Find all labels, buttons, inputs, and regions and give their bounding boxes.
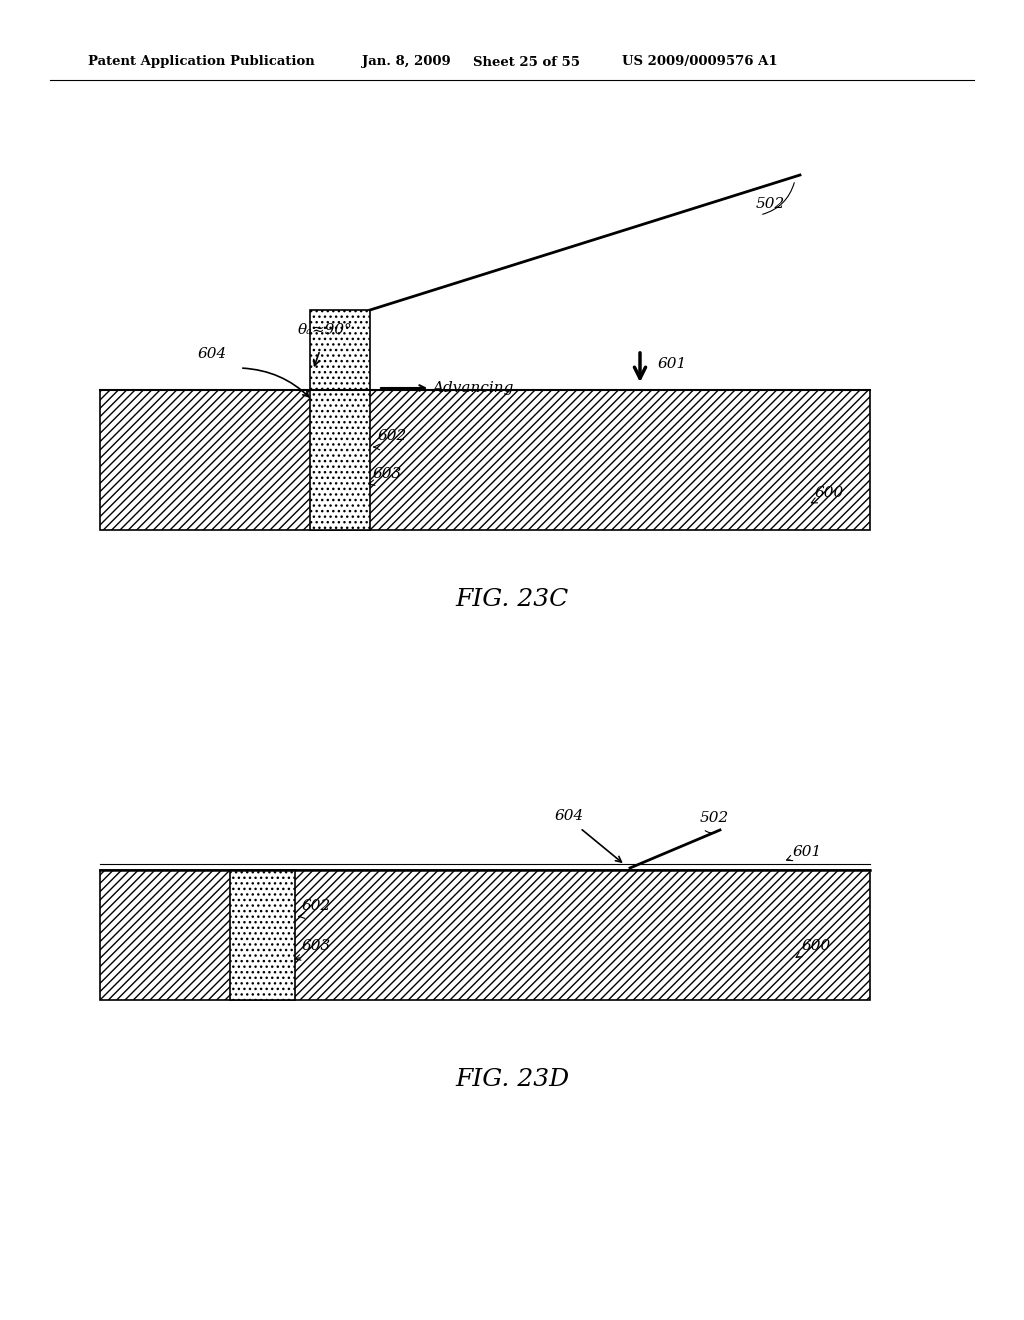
Text: FIG. 23C: FIG. 23C (456, 589, 568, 611)
Bar (310, 310, 370, 389)
Text: Advancing: Advancing (432, 381, 513, 395)
Text: US 2009/0009576 A1: US 2009/0009576 A1 (622, 55, 777, 69)
Bar (100, 389, 870, 531)
Text: 602: 602 (378, 429, 408, 444)
Text: Patent Application Publication: Patent Application Publication (88, 55, 314, 69)
Text: 601: 601 (658, 356, 687, 371)
Text: 600: 600 (815, 486, 844, 500)
Text: 603: 603 (302, 939, 331, 953)
Text: 502: 502 (756, 197, 785, 211)
Text: Jan. 8, 2009: Jan. 8, 2009 (362, 55, 451, 69)
Text: Sheet 25 of 55: Sheet 25 of 55 (473, 55, 580, 69)
Bar (310, 389, 370, 531)
Bar (100, 870, 870, 1001)
Bar (230, 870, 295, 1001)
Text: 601: 601 (793, 845, 822, 859)
Text: 603: 603 (373, 467, 402, 480)
Text: θₐ≈90°: θₐ≈90° (298, 323, 352, 337)
Text: FIG. 23D: FIG. 23D (455, 1068, 569, 1092)
Text: 604: 604 (198, 347, 227, 360)
Text: 502: 502 (700, 810, 729, 825)
Text: 602: 602 (302, 899, 331, 913)
Text: 604: 604 (555, 809, 585, 822)
Text: 600: 600 (802, 939, 831, 953)
